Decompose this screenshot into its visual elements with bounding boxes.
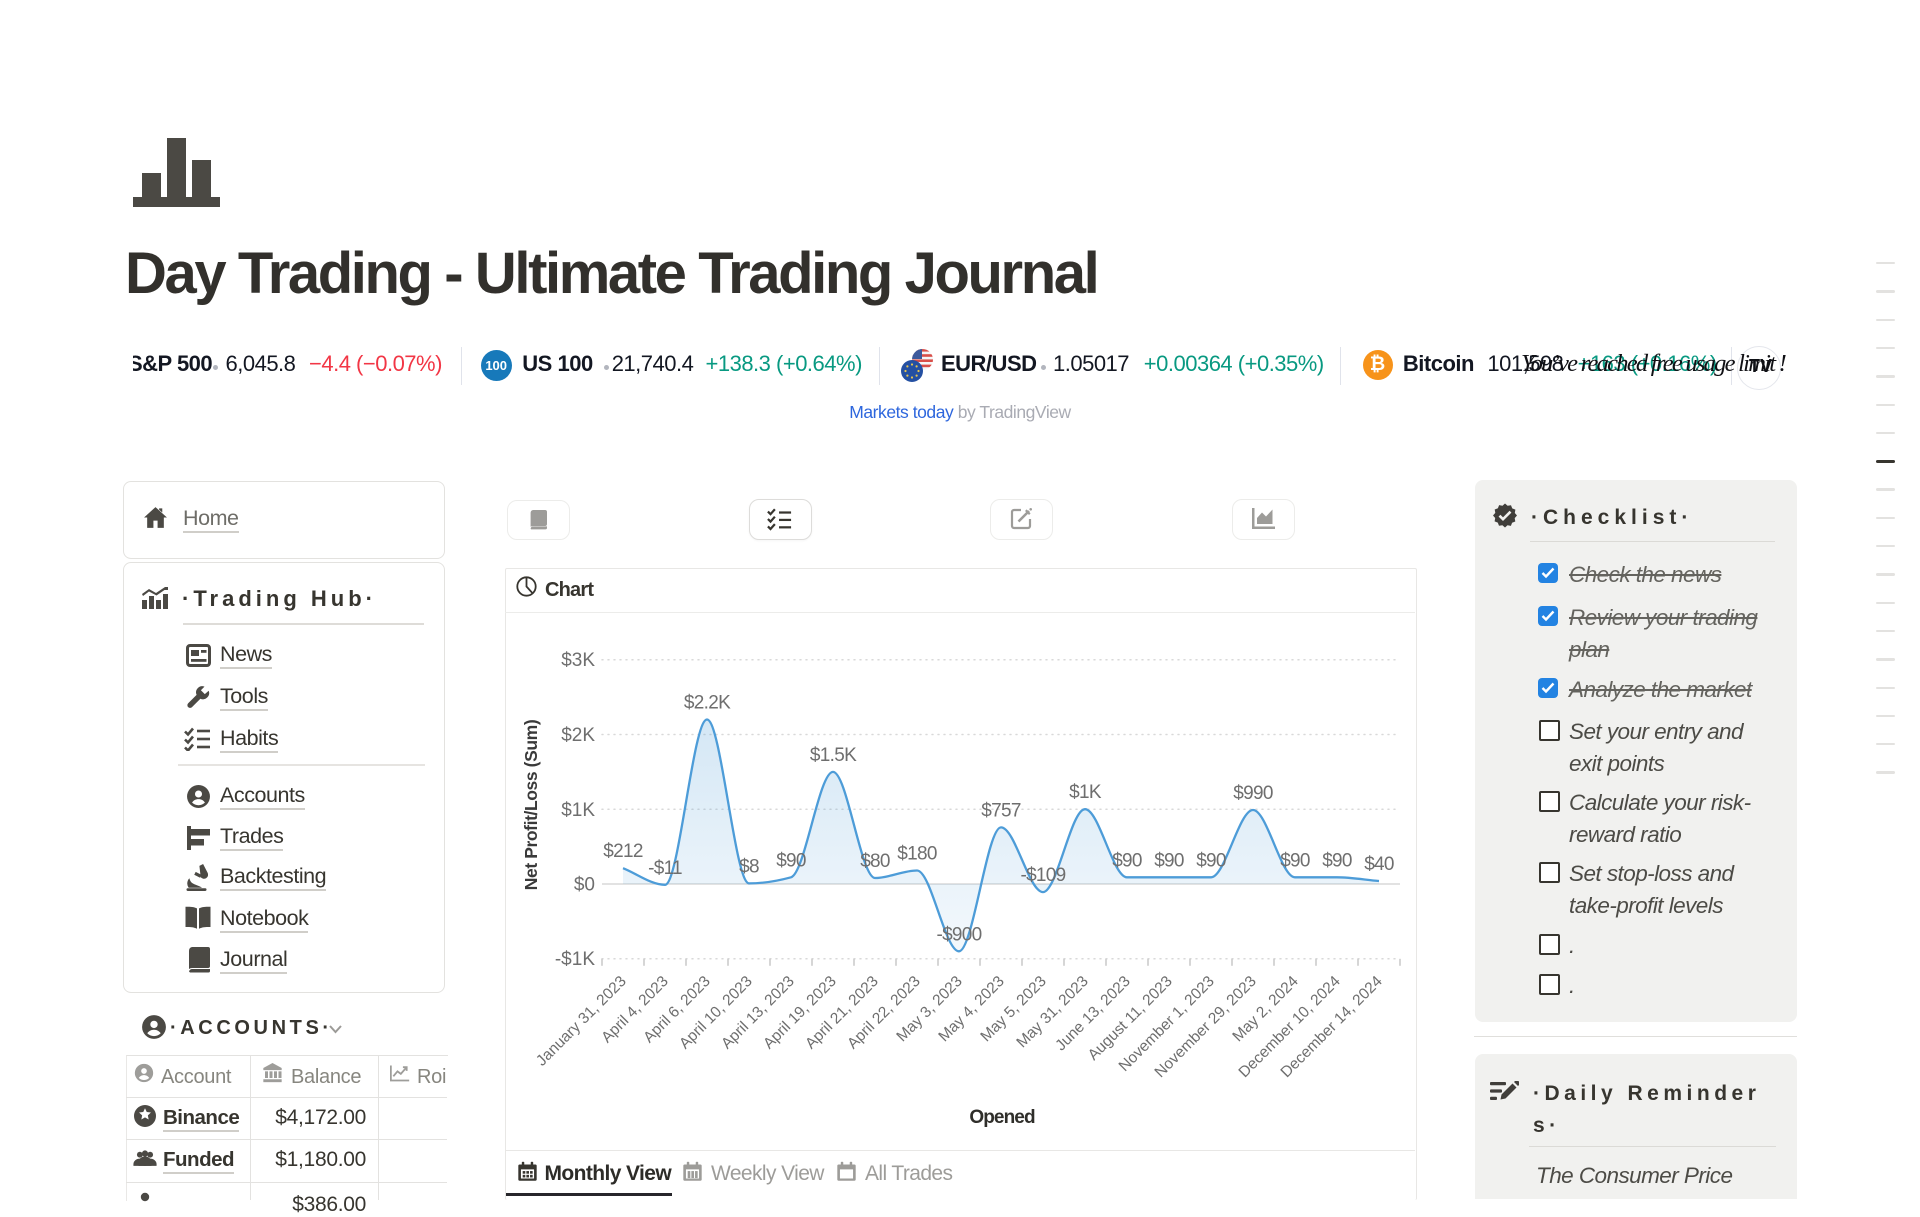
- svg-text:$0: $0: [574, 875, 595, 896]
- svg-text:-$11: -$11: [648, 858, 682, 879]
- svg-text:$2K: $2K: [561, 725, 595, 746]
- svg-text:June 13, 2023: June 13, 2023: [1052, 973, 1134, 1055]
- svg-text:$90: $90: [1196, 850, 1226, 871]
- svg-text:$90: $90: [1154, 850, 1184, 871]
- svg-text:$757: $757: [981, 800, 1021, 821]
- svg-text:Net Profit/Loss (Sum): Net Profit/Loss (Sum): [521, 720, 541, 891]
- svg-text:$1K: $1K: [561, 800, 595, 821]
- svg-text:$990: $990: [1233, 783, 1273, 804]
- svg-text:$1K: $1K: [1069, 782, 1102, 803]
- svg-text:$90: $90: [776, 850, 806, 871]
- svg-text:$90: $90: [1112, 850, 1142, 871]
- svg-text:April 22, 2023: April 22, 2023: [844, 973, 924, 1053]
- svg-text:-$900: -$900: [936, 924, 981, 945]
- svg-text:$3K: $3K: [561, 650, 595, 671]
- svg-text:Opened: Opened: [969, 1107, 1035, 1128]
- svg-text:-$1K: -$1K: [555, 949, 595, 970]
- svg-text:$212: $212: [603, 841, 643, 862]
- svg-text:$90: $90: [1280, 850, 1310, 871]
- svg-text:-$109: -$109: [1020, 865, 1065, 886]
- svg-text:$1.5K: $1.5K: [810, 745, 857, 766]
- svg-text:$8: $8: [739, 856, 759, 877]
- svg-text:$40: $40: [1364, 854, 1394, 875]
- svg-text:$80: $80: [860, 851, 890, 872]
- svg-text:April 10, 2023: April 10, 2023: [676, 973, 756, 1053]
- svg-text:$90: $90: [1322, 850, 1352, 871]
- svg-text:$2.2K: $2.2K: [684, 693, 731, 714]
- svg-text:April 19, 2023: April 19, 2023: [760, 973, 840, 1053]
- svg-text:April 13, 2023: April 13, 2023: [718, 973, 798, 1053]
- svg-text:April 21, 2023: April 21, 2023: [802, 973, 882, 1053]
- svg-text:$180: $180: [897, 844, 937, 865]
